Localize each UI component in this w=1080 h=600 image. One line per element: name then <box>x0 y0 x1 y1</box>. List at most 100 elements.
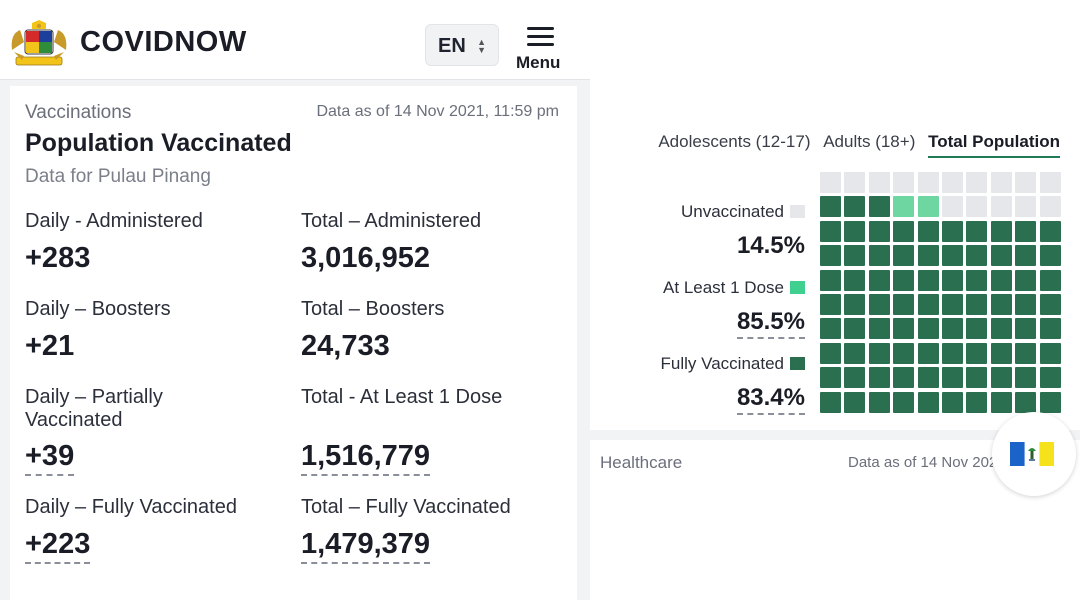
waffle-cell-fully <box>1039 367 1061 389</box>
waffle-cell-unvaccinated <box>868 172 890 193</box>
waffle-cell-fully <box>1015 391 1037 413</box>
waffle-cell-unvaccinated <box>1039 196 1061 218</box>
waffle-cell-fully <box>844 220 866 242</box>
stat-value[interactable]: +223 <box>25 528 91 564</box>
waffle-cell-fully <box>844 294 866 315</box>
select-caret-icon: ▲ ▼ <box>477 37 486 55</box>
stat-value[interactable]: 1,479,379 <box>301 528 431 564</box>
waffle-cell-fully <box>1039 220 1061 242</box>
stat-label: Daily – Boosters <box>25 298 171 320</box>
waffle-cell-fully <box>893 245 915 267</box>
legend-value[interactable]: 85.5% <box>736 308 805 339</box>
waffle-cell-fully <box>1015 318 1037 340</box>
waffle-cell-fully <box>844 269 866 291</box>
waffle-cell-fully <box>893 294 915 315</box>
waffle-cell-fully <box>942 294 963 315</box>
waffle-cell-fully <box>844 367 866 389</box>
stat-label: Total – Fully Vaccinated <box>301 496 511 518</box>
coat-of-arms-icon <box>11 20 67 66</box>
waffle-cell-fully <box>966 342 988 364</box>
card-subtitle: Data for Pulau Pinang <box>25 166 211 187</box>
waffle-cell-unvaccinated <box>990 172 1012 193</box>
data-as-of: Data as of 14 Nov 2021 <box>848 454 993 471</box>
waffle-cell-fully <box>942 318 963 340</box>
stat-total-administered: Total – Administered 3,016,952 <box>301 210 571 274</box>
waffle-cell-fully <box>917 269 939 291</box>
waffle-cell-fully <box>1015 367 1037 389</box>
waffle-cell-fully <box>893 342 915 364</box>
waffle-cell-fully <box>917 318 939 340</box>
waffle-cell-fully <box>868 220 890 242</box>
language-value: EN <box>438 35 466 57</box>
waffle-cell-unvaccinated <box>893 172 915 193</box>
waffle-cell-fully <box>966 294 988 315</box>
waffle-cell-fully <box>966 318 988 340</box>
page-background <box>590 475 1080 600</box>
waffle-cell-fully <box>820 245 841 267</box>
waffle-cell-fully <box>844 318 866 340</box>
waffle-cell-fully <box>942 367 963 389</box>
waffle-cell-fully <box>1039 294 1061 315</box>
menu-button[interactable]: Menu <box>515 24 569 72</box>
menu-label: Menu <box>516 53 561 72</box>
legend-value: 14.5% <box>736 232 805 259</box>
stat-label: Total – Boosters <box>301 298 445 320</box>
waffle-cell-partial <box>917 196 939 218</box>
waffle-cell-fully <box>917 220 939 242</box>
waffle-cell-fully <box>868 367 890 389</box>
waffle-cell-fully <box>868 294 890 315</box>
waffle-cell-fully <box>1015 294 1037 315</box>
waffle-cell-unvaccinated <box>1015 196 1037 218</box>
state-select-button[interactable] <box>992 412 1076 496</box>
waffle-cell-fully <box>820 367 841 389</box>
waffle-cell-fully <box>820 220 841 242</box>
waffle-cell-fully <box>990 294 1012 315</box>
legend-swatch <box>790 205 805 218</box>
stat-value: +21 <box>25 330 75 362</box>
section-divider <box>590 430 1080 440</box>
stat-label: Total – Administered <box>301 210 482 232</box>
stat-daily-administered: Daily - Administered +283 <box>25 210 295 274</box>
tab-total-population[interactable]: Total Population <box>928 132 1060 158</box>
app-header: COVIDNOW EN ▲ ▼ Menu <box>0 0 590 80</box>
waffle-cell-fully <box>820 196 841 218</box>
stat-label: Total - At Least 1 Dose <box>301 386 503 408</box>
app-brand[interactable]: COVIDNOW <box>80 26 247 58</box>
waffle-cell-fully <box>966 245 988 267</box>
population-tabs: Adolescents (12-17) Adults (18+) Total P… <box>650 132 1060 158</box>
waffle-cell-fully <box>942 342 963 364</box>
waffle-cell-fully <box>844 391 866 413</box>
waffle-cell-fully <box>966 391 988 413</box>
vaccination-card: Vaccinations Data as of 14 Nov 2021, 11:… <box>10 86 577 600</box>
vaccinations-panel: COVIDNOW EN ▲ ▼ Menu Vaccinations Data as… <box>0 0 590 600</box>
stat-value[interactable]: 1,516,779 <box>301 440 431 476</box>
waffle-cell-fully <box>990 318 1012 340</box>
legend-fully-vaccinated: Fully Vaccinated 83.4% <box>661 354 805 415</box>
waffle-cell-fully <box>990 391 1012 413</box>
tab-adolescents[interactable]: Adolescents (12-17) <box>658 132 811 151</box>
waffle-cell-fully <box>942 220 963 242</box>
waffle-cell-unvaccinated <box>1039 172 1061 193</box>
waffle-cell-fully <box>966 269 988 291</box>
waffle-cell-fully <box>820 294 841 315</box>
waffle-cell-unvaccinated <box>917 172 939 193</box>
tab-adults[interactable]: Adults (18+) <box>823 132 916 151</box>
waffle-cell-fully <box>990 367 1012 389</box>
stat-daily-partially-vaccinated: Daily – Partially Vaccinated +39 <box>25 386 205 476</box>
waffle-cell-fully <box>1015 269 1037 291</box>
waffle-cell-partial <box>893 196 915 218</box>
stat-label: Daily – Fully Vaccinated <box>25 496 237 518</box>
waffle-cell-fully <box>942 245 963 267</box>
waffle-cell-fully <box>966 220 988 242</box>
section-label: Vaccinations <box>25 102 132 123</box>
stat-daily-fully-vaccinated: Daily – Fully Vaccinated +223 <box>25 496 295 564</box>
card-title: Population Vaccinated <box>25 129 292 157</box>
language-select[interactable]: EN ▲ ▼ <box>425 24 499 66</box>
waffle-cell-fully <box>868 391 890 413</box>
legend-value[interactable]: 83.4% <box>736 384 805 415</box>
waffle-cell-fully <box>893 318 915 340</box>
waffle-cell-unvaccinated <box>990 196 1012 218</box>
stat-label: Daily – Partially Vaccinated <box>25 386 163 431</box>
waffle-cell-fully <box>917 391 939 413</box>
stat-value[interactable]: +39 <box>25 440 75 476</box>
